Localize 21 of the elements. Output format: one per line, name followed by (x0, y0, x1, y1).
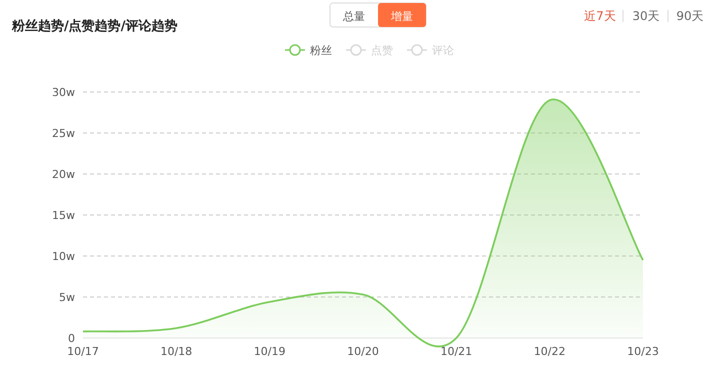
text: 增量 (390, 10, 413, 23)
y-tick-label: 20w (52, 168, 75, 181)
x-tick-label: 10/18 (160, 345, 192, 358)
x-tick-label: 10/19 (254, 345, 286, 358)
y-tick-label: 15w (52, 209, 75, 222)
x-tick-label: 10/21 (440, 345, 472, 358)
y-tick-label: 25w (52, 127, 75, 140)
x-tick-label: 10/23 (627, 345, 659, 358)
text: 总量 (342, 10, 365, 23)
text: 30天 (632, 9, 660, 23)
text: 近7天 (584, 9, 616, 23)
y-tick-label: 5w (59, 291, 75, 304)
x-tick-label: 10/20 (347, 345, 379, 358)
chart-title: 粉丝趋势/点赞趋势/评论趋势 (11, 18, 178, 34)
y-tick-label: 0 (68, 332, 75, 345)
y-tick-label: 10w (52, 250, 75, 263)
legend-label: 粉丝 (310, 44, 332, 57)
x-tick-label: 10/22 (534, 345, 566, 358)
y-tick-label: 30w (52, 86, 75, 99)
text: 90天 (676, 9, 704, 23)
x-tick-label: 10/17 (67, 345, 99, 358)
